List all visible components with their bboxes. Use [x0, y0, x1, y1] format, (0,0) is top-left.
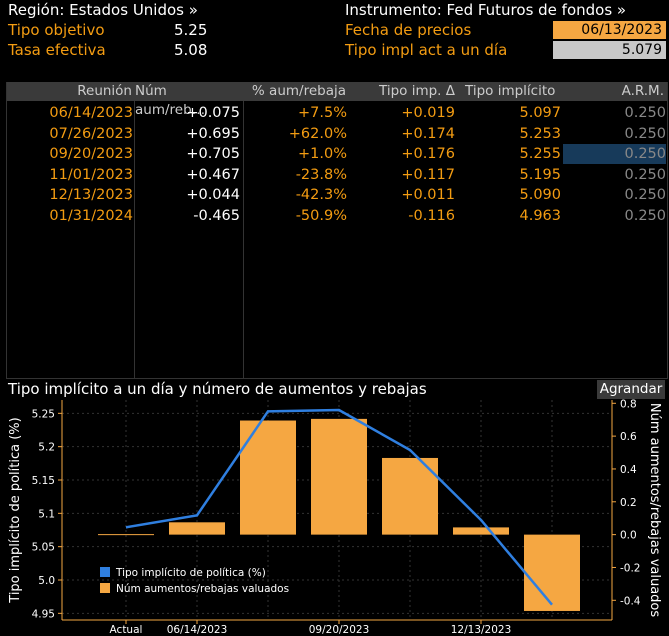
bar — [382, 457, 438, 535]
left-tick-label: 5.2 — [38, 442, 55, 454]
cell-arm: 0.250 — [624, 146, 666, 162]
cell-implied-rate: 4.963 — [519, 207, 561, 224]
col-header-arm[interactable]: A.R.M. — [621, 83, 664, 99]
cell-implied-delta: -0.116 — [408, 207, 455, 224]
cell-hikes-cuts: +0.075 — [186, 105, 240, 121]
cell-meeting-date: 07/26/2023 — [49, 125, 133, 142]
cell-arm: 0.250 — [624, 187, 666, 203]
right-tick-label: -0.4 — [620, 595, 641, 607]
cell-implied-delta: +0.117 — [401, 166, 455, 183]
target-rate-label: Tipo objetivo — [8, 21, 105, 39]
legend-line-label: Tipo implícito de política (%) — [115, 567, 266, 579]
col-header-meeting[interactable]: Reunión — [77, 83, 132, 99]
cell-hikes-cuts: -0.465 — [193, 207, 240, 224]
cell-implied-delta: +0.174 — [401, 125, 455, 142]
cell-meeting-date: 09/20/2023 — [49, 146, 133, 162]
x-tick-label: 12/13/2023 — [451, 624, 512, 636]
cell-pct-hike-cut: +62.0% — [288, 125, 347, 142]
implied-overnight-label: Tipo impl act a un día — [345, 41, 508, 59]
cell-arm: 0.250 — [624, 105, 666, 121]
cell-arm: 0.250 — [624, 207, 666, 224]
bar — [169, 522, 225, 535]
implied-overnight-field: 5.079 — [553, 41, 666, 59]
cell-implied-delta: +0.011 — [401, 187, 455, 203]
effective-rate-label: Tasa efectiva — [8, 41, 106, 59]
cell-implied-rate: 5.253 — [519, 125, 561, 142]
expand-button[interactable]: Agrandar — [597, 380, 665, 399]
cell-implied-rate: 5.097 — [519, 105, 561, 121]
cell-arm: 0.250 — [624, 166, 666, 183]
cell-implied-delta: +0.176 — [401, 146, 455, 162]
instrument-selector[interactable]: Instrumento: Fed Futuros de fondos » — [345, 1, 627, 19]
plot-area — [62, 400, 612, 620]
col-header-implied-delta[interactable]: Tipo imp. Δ — [379, 83, 455, 99]
cell-arm: 0.250 — [624, 125, 666, 142]
left-tick-label: 5.15 — [32, 475, 55, 487]
cell-implied-rate: 5.255 — [519, 146, 561, 162]
col-header-pct-hike-cut[interactable]: % aum/rebaja — [251, 83, 346, 99]
cell-hikes-cuts: +0.044 — [186, 187, 240, 203]
legend-bar-swatch — [100, 583, 110, 593]
bar — [453, 527, 509, 535]
cell-implied-rate: 5.090 — [519, 187, 561, 203]
left-tick-label: 5.0 — [38, 575, 55, 587]
right-tick-label: 0.4 — [620, 464, 637, 476]
price-date-label: Fecha de precios — [345, 21, 472, 39]
table-header: Reunión Núm aum/reb… % aum/rebaja Tipo i… — [7, 82, 667, 118]
cell-pct-hike-cut: +1.0% — [298, 146, 347, 162]
cell-pct-hike-cut: -23.8% — [295, 166, 347, 183]
bar — [240, 420, 296, 535]
legend-bar-label: Núm aumentos/rebajas valuados — [116, 583, 289, 595]
x-tick-label: Actual — [110, 624, 143, 636]
bar — [311, 418, 367, 535]
cell-implied-delta: +0.019 — [401, 105, 455, 121]
right-tick-label: 0.8 — [620, 398, 637, 410]
cell-pct-hike-cut: +7.5% — [298, 105, 347, 121]
cell-hikes-cuts: +0.695 — [186, 125, 240, 142]
right-axis-label: Núm aumentos/rebajas valuados — [647, 403, 662, 618]
left-tick-label: 5.1 — [38, 508, 55, 520]
col-header-implied-rate[interactable]: Tipo implícito — [465, 83, 556, 99]
chart-title: Tipo implícito a un día y número de aume… — [8, 380, 427, 398]
right-tick-label: 0.2 — [620, 497, 637, 509]
x-tick-label: 09/20/2023 — [309, 624, 370, 636]
left-tick-label: 5.25 — [32, 408, 55, 420]
right-tick-label: 0.0 — [620, 530, 637, 542]
left-axis-label: Tipo implícito de política (%) — [8, 417, 23, 603]
effective-rate-value: 5.08 — [174, 41, 208, 59]
legend-line-swatch — [100, 567, 110, 577]
cell-hikes-cuts: +0.705 — [186, 146, 240, 162]
cell-meeting-date: 01/31/2024 — [49, 207, 133, 224]
bar — [524, 534, 580, 611]
cell-hikes-cuts: +0.467 — [186, 166, 240, 183]
right-tick-label: 0.6 — [620, 431, 637, 443]
selected-cell-highlight — [563, 144, 666, 164]
price-date-field[interactable]: 06/13/2023 — [553, 21, 666, 39]
col-header-hikes-cuts[interactable]: Núm aum/reb… — [135, 83, 206, 118]
left-tick-label: 5.05 — [32, 542, 55, 554]
cell-implied-rate: 5.195 — [519, 166, 561, 183]
cell-meeting-date: 12/13/2023 — [49, 187, 133, 203]
cell-meeting-date: 11/01/2023 — [49, 166, 133, 183]
right-tick-label: -0.2 — [620, 562, 641, 574]
implied-rate-line — [125, 408, 553, 606]
cell-pct-hike-cut: -42.3% — [295, 187, 347, 203]
cell-meeting-date: 06/14/2023 — [49, 105, 133, 121]
x-tick-label: 06/14/2023 — [167, 624, 228, 636]
region-selector[interactable]: Región: Estados Unidos » — [8, 1, 198, 19]
cell-pct-hike-cut: -50.9% — [295, 207, 347, 224]
left-tick-label: 4.95 — [32, 608, 55, 620]
target-rate-value: 5.25 — [174, 21, 208, 39]
